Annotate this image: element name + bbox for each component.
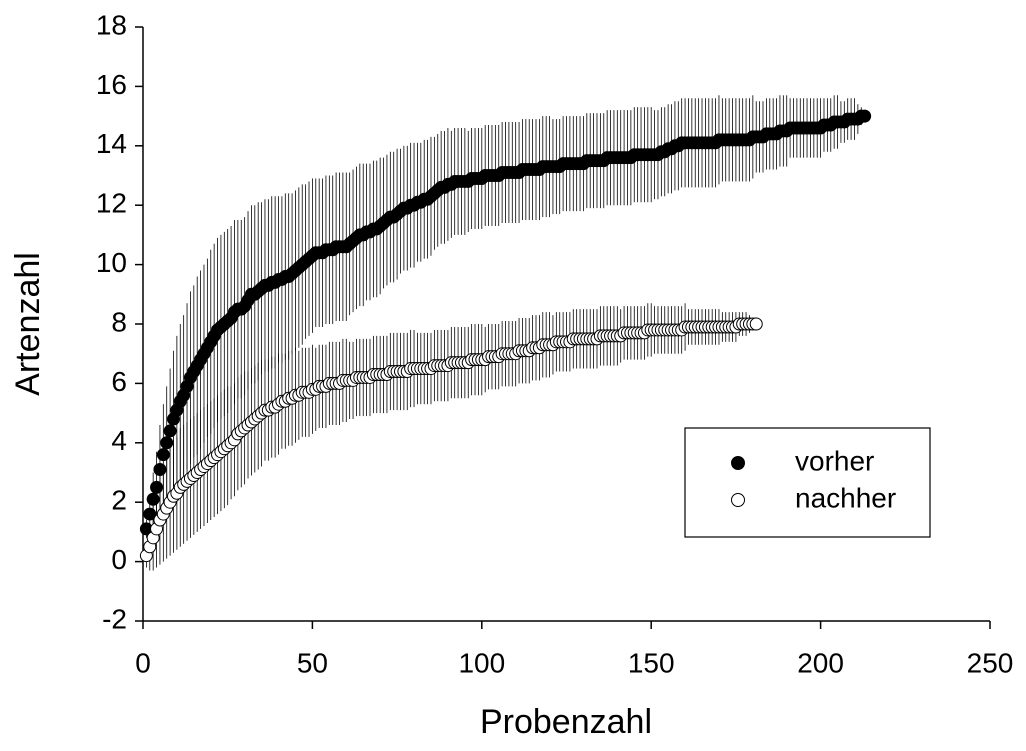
marker: [160, 436, 174, 450]
y-tick-label: -2: [102, 603, 127, 634]
marker: [156, 448, 170, 462]
marker: [146, 492, 160, 506]
legend-marker: [731, 493, 745, 507]
y-tick-label: 10: [96, 247, 127, 278]
y-tick-label: 12: [96, 188, 127, 219]
marker: [150, 480, 164, 494]
markers: [139, 317, 763, 563]
y-tick-label: 16: [96, 69, 127, 100]
y-tick-label: 4: [111, 425, 127, 456]
x-tick-label: 200: [797, 647, 844, 678]
y-tick-label: 8: [111, 306, 127, 337]
x-tick-label: 150: [628, 647, 675, 678]
y-tick-label: 0: [111, 544, 127, 575]
y-tick-label: 6: [111, 366, 127, 397]
marker: [163, 424, 177, 438]
x-tick-label: 0: [135, 647, 151, 678]
y-tick-label: 2: [111, 485, 127, 516]
marker: [858, 109, 872, 123]
marker: [143, 507, 157, 521]
markers: [139, 109, 872, 536]
y-tick-label: 18: [96, 9, 127, 40]
legend: vorher nachher: [684, 427, 931, 538]
y-axis-label: Artenzahl: [9, 252, 47, 396]
legend-box: [684, 427, 931, 538]
legend-label: vorher: [795, 445, 874, 476]
legend-marker: [731, 456, 745, 470]
legend-label: nachher: [795, 482, 896, 513]
y-tick-label: 14: [96, 128, 127, 159]
x-tick-label: 50: [297, 647, 328, 678]
x-tick-label: 100: [458, 647, 505, 678]
marker: [749, 317, 763, 331]
x-axis-label: Probenzahl: [480, 703, 652, 741]
marker: [153, 463, 167, 477]
x-tick-label: 250: [967, 647, 1014, 678]
